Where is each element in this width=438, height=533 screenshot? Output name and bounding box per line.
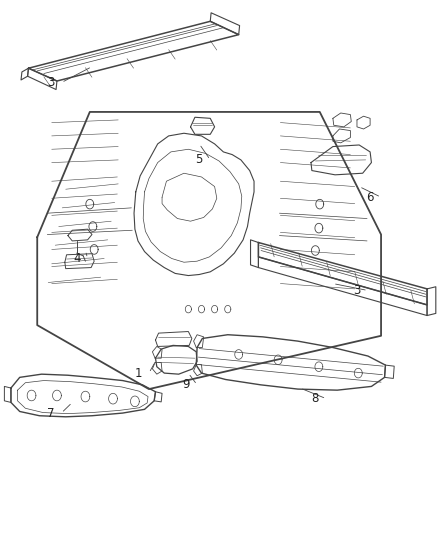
Text: 4: 4 (73, 252, 81, 265)
Text: 1: 1 (134, 367, 142, 379)
Text: 9: 9 (182, 378, 190, 391)
Text: 3: 3 (47, 76, 54, 89)
Text: 6: 6 (366, 191, 374, 204)
Text: 8: 8 (312, 392, 319, 405)
Text: 7: 7 (46, 407, 54, 419)
Text: 3: 3 (353, 284, 360, 297)
Text: 5: 5 (196, 154, 203, 166)
